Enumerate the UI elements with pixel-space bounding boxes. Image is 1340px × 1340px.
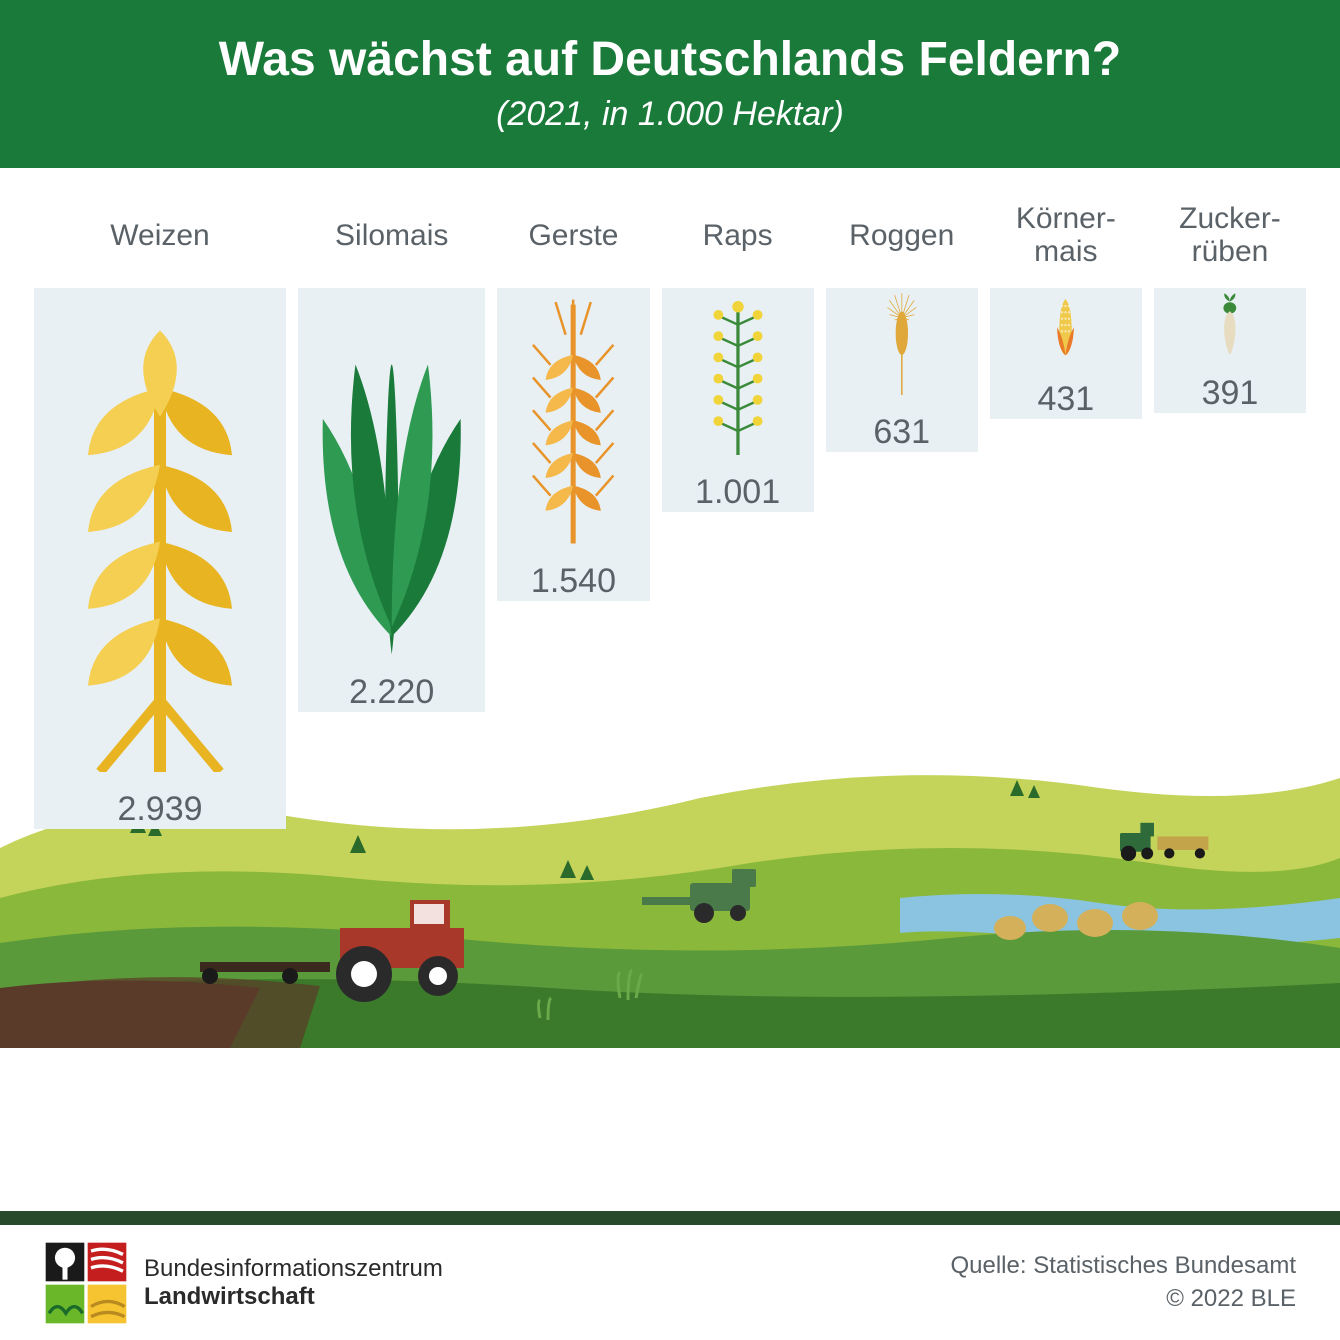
crop-corn-husk: Silomais 2.220	[292, 198, 491, 712]
crop-label: Zucker-rüben	[1179, 198, 1281, 272]
corn-cob-icon	[1050, 292, 1081, 362]
crop-value: 431	[1037, 380, 1094, 419]
crop-value: 1.001	[695, 473, 780, 512]
wheat-icon	[28, 292, 292, 772]
footer: Bundesinformationszentrum Landwirtschaft…	[0, 1225, 1340, 1340]
crop-rapeseed: Raps	[656, 198, 820, 512]
crops-row: Weizen 2.939 Silomais	[0, 168, 1340, 1048]
crop-label: Körner-mais	[1016, 198, 1116, 272]
corn-husk-icon	[292, 292, 491, 655]
page-subtitle: (2021, in 1.000 Hektar)	[20, 95, 1320, 134]
rye-icon	[882, 292, 922, 395]
page-title: Was wächst auf Deutschlands Feldern?	[20, 32, 1320, 87]
bottom-strip	[0, 1211, 1340, 1225]
header: Was wächst auf Deutschlands Feldern? (20…	[0, 0, 1340, 168]
crop-label: Raps	[703, 198, 773, 272]
crop-value: 1.540	[531, 562, 616, 601]
source-text: Quelle: Statistisches Bundesamt	[950, 1250, 1296, 1282]
org-line1: Bundesinformationszentrum	[144, 1255, 443, 1283]
crop-rye: Roggen 631	[820, 198, 984, 452]
crop-label: Roggen	[849, 198, 954, 272]
beet-icon	[1214, 292, 1246, 356]
crop-beet: Zucker-rüben 391	[1148, 198, 1312, 413]
crop-label: Weizen	[110, 198, 210, 272]
org-line2: Landwirtschaft	[144, 1283, 443, 1311]
crop-label: Silomais	[335, 198, 448, 272]
crop-value: 631	[873, 413, 930, 452]
footer-org: Bundesinformationszentrum Landwirtschaft	[144, 1255, 443, 1310]
crop-corn-cob: Körner-mais 431	[984, 198, 1148, 419]
crop-value: 391	[1202, 374, 1259, 413]
crop-wheat: Weizen 2.939	[28, 198, 292, 829]
copyright-text: © 2022 BLE	[950, 1283, 1296, 1315]
chart-area: Weizen 2.939 Silomais	[0, 168, 1340, 1048]
barley-icon	[504, 292, 642, 544]
crop-value: 2.220	[349, 673, 434, 712]
crop-value: 2.939	[117, 790, 202, 829]
ble-logo-icon	[44, 1241, 128, 1325]
footer-right: Quelle: Statistisches Bundesamt © 2022 B…	[950, 1250, 1296, 1315]
footer-left: Bundesinformationszentrum Landwirtschaft	[44, 1241, 443, 1325]
rapeseed-icon	[702, 292, 774, 455]
crop-barley: Gerste	[491, 198, 655, 601]
crop-label: Gerste	[528, 198, 618, 272]
